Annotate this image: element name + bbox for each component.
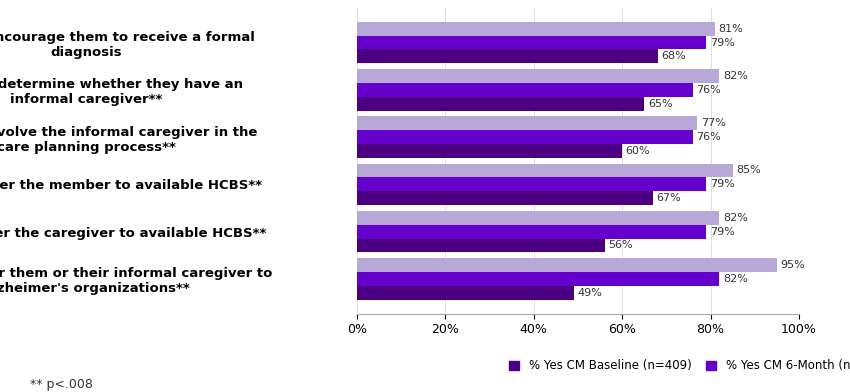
Text: 49%: 49% (577, 288, 602, 298)
Bar (357, 97, 644, 111)
Bar (357, 144, 622, 158)
Bar (357, 239, 604, 252)
Bar (357, 178, 706, 191)
Bar (357, 272, 719, 286)
Text: ** p<.008: ** p<.008 (30, 378, 93, 391)
Bar (357, 191, 653, 205)
Text: 76%: 76% (696, 132, 721, 142)
Text: 85%: 85% (736, 165, 761, 176)
Text: 82%: 82% (723, 71, 748, 81)
Text: 79%: 79% (710, 227, 734, 237)
Bar (357, 83, 693, 97)
Bar (357, 116, 697, 130)
Bar (357, 49, 658, 64)
Bar (357, 163, 733, 178)
Text: 60%: 60% (626, 146, 650, 156)
Text: 82%: 82% (723, 274, 748, 284)
Text: 56%: 56% (608, 241, 632, 250)
Text: 82%: 82% (723, 213, 748, 223)
Text: 79%: 79% (710, 180, 734, 189)
Bar (357, 22, 715, 36)
Text: 77%: 77% (701, 118, 726, 128)
Text: 65%: 65% (648, 99, 672, 109)
Text: 67%: 67% (657, 193, 682, 203)
Bar (357, 286, 574, 300)
Text: 81%: 81% (718, 24, 743, 34)
Text: 68%: 68% (661, 51, 686, 62)
Bar (357, 225, 706, 239)
Text: 79%: 79% (710, 38, 734, 47)
Bar (357, 130, 693, 144)
Bar (357, 211, 719, 225)
Text: 76%: 76% (696, 85, 721, 95)
Bar (357, 258, 777, 272)
Bar (357, 69, 719, 83)
Bar (357, 36, 706, 49)
Text: 95%: 95% (780, 260, 805, 270)
Legend: % Yes CM Baseline (n=409), % Yes CM 6-Month (n=140), % Yes DCS 6-Month (n=55): % Yes CM Baseline (n=409), % Yes CM 6-Mo… (509, 359, 850, 372)
